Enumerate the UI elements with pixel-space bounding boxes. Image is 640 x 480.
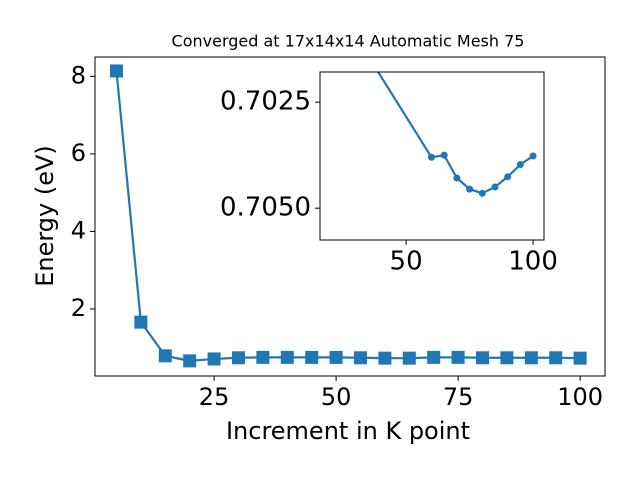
data-point	[109, 64, 123, 78]
data-point	[402, 351, 416, 365]
data-point	[476, 351, 490, 365]
data-point	[451, 350, 465, 364]
x-tick-label: 100	[508, 247, 558, 277]
data-point	[524, 351, 538, 365]
y-tick-label: 6	[71, 139, 86, 167]
data-line	[376, 72, 534, 195]
data-point	[427, 153, 435, 161]
axes-frame	[94, 56, 606, 377]
data-point	[353, 351, 367, 365]
data-point	[183, 354, 197, 368]
data-point	[207, 352, 221, 366]
x-tick-label: 50	[390, 247, 423, 277]
y-tick-label: 8	[71, 61, 86, 89]
data-point	[378, 351, 392, 365]
inset-axes: 50 100 0.7025 0.7050	[220, 71, 558, 277]
y-tick-label: 0.7050	[220, 193, 311, 223]
y-tick-label: 2	[71, 294, 86, 322]
data-point	[329, 350, 343, 364]
x-tick-label: 50	[321, 383, 352, 411]
y-tick-label: 0.7025	[220, 87, 311, 117]
data-point	[573, 351, 587, 365]
y-tick-label: 4	[71, 216, 86, 244]
x-tick-label: 25	[199, 383, 230, 411]
chart-title: Converged at 17x14x14 Automatic Mesh 75	[172, 32, 525, 51]
plot-layer	[376, 72, 537, 197]
data-point	[453, 174, 461, 182]
data-point	[466, 185, 474, 193]
data-point	[440, 151, 448, 159]
data-point	[427, 350, 441, 364]
data-point	[491, 183, 499, 191]
data-point	[529, 152, 537, 160]
data-point	[504, 173, 512, 181]
plot-layer	[109, 64, 587, 368]
x-tick-label: 100	[557, 383, 603, 411]
data-point	[516, 160, 524, 168]
data-point	[280, 350, 294, 364]
data-point	[256, 350, 270, 364]
data-point	[478, 189, 486, 197]
data-point	[549, 351, 563, 365]
x-axis-label: Increment in K point	[226, 417, 470, 445]
data-point	[134, 315, 148, 329]
data-point	[158, 349, 172, 363]
y-axis-label: Energy (eV)	[31, 145, 59, 287]
axes-frame	[319, 71, 545, 241]
data-point	[500, 351, 514, 365]
data-point	[305, 350, 319, 364]
x-tick-label: 75	[443, 383, 474, 411]
data-point	[231, 351, 245, 365]
